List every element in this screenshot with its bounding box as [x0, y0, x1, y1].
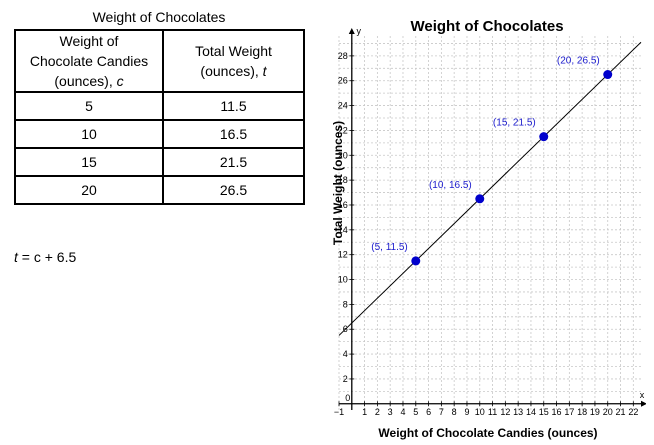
y-tick-label: 4	[343, 349, 348, 359]
chart-ticks: −112345678910111213141516171819202122246…	[334, 51, 638, 417]
x-tick-label: 6	[426, 407, 431, 417]
x-tick-label: 12	[500, 407, 510, 417]
data-point	[475, 194, 485, 204]
x-tick-label: 15	[539, 407, 549, 417]
equation-variable: t	[14, 249, 18, 265]
x-tick-label: 14	[526, 407, 536, 417]
x-tick-label: 22	[628, 407, 638, 417]
x-tick-label: 13	[513, 407, 523, 417]
cell-total-weight: 11.5	[162, 91, 305, 121]
x-axis-title: Weight of Chocolate Candies (ounces)	[378, 426, 597, 440]
x-tick-label: 16	[552, 407, 562, 417]
table-row: 10 16.5	[14, 119, 305, 149]
x-tick-label: 9	[464, 407, 469, 417]
header-total-var: t	[262, 63, 267, 79]
data-table: Weight of Chocolate Candies (ounces), c …	[14, 29, 305, 205]
header-candy-weight: Weight of Chocolate Candies (ounces), c	[14, 29, 164, 93]
x-axis-arrow	[641, 400, 646, 407]
chart-title: Weight of Chocolates	[410, 18, 563, 35]
y-tick-label: 16	[338, 200, 348, 210]
equation: t = c + 6.5	[14, 249, 76, 265]
y-tick-label: 18	[338, 175, 348, 185]
origin-label: 0	[345, 393, 350, 403]
data-label: (10, 16.5)	[429, 180, 472, 191]
x-tick-label: 2	[375, 407, 380, 417]
data-point	[539, 132, 549, 142]
x-tick-label: 5	[413, 407, 418, 417]
x-tick-label: 20	[603, 407, 613, 417]
header-total-line2: (ounces),	[200, 63, 263, 79]
y-tick-label: 12	[338, 250, 348, 260]
x-tick-label: 19	[590, 407, 600, 417]
x-tick-label: 11	[488, 407, 497, 417]
cell-candy-weight: 5	[14, 91, 164, 121]
x-tick-label: 18	[577, 407, 587, 417]
x-tick-label: 21	[616, 407, 626, 417]
trend-line	[338, 41, 642, 336]
table-header-row: Weight of Chocolate Candies (ounces), c …	[14, 29, 305, 93]
data-point	[603, 70, 613, 80]
table-row: 20 26.5	[14, 175, 305, 205]
y-tick-label: 20	[338, 150, 348, 160]
y-tick-label: 22	[338, 125, 348, 135]
y-tick-label: 8	[343, 299, 348, 309]
y-tick-label: 10	[338, 275, 348, 285]
chart: Weight of Chocolates xy0 −1 1 2 3 4 5 6 7 8 9 10 11…	[331, 18, 646, 440]
cell-candy-weight: 15	[14, 147, 164, 177]
data-label: (5, 11.5)	[371, 242, 408, 253]
data-label: (15, 21.5)	[493, 118, 536, 129]
x-tick-label: 8	[452, 407, 457, 417]
x-tick-label: 1	[362, 407, 367, 417]
x-axis-letter: x	[640, 390, 645, 400]
y-tick-label: 26	[338, 76, 348, 86]
equation-expression: = c + 6.5	[17, 249, 77, 265]
y-axis-arrow	[348, 28, 355, 34]
y-tick-label: 28	[338, 51, 348, 61]
table-row: 5 11.5	[14, 91, 305, 121]
header-candy-line1: Weight of	[59, 33, 119, 49]
cell-candy-weight: 20	[14, 175, 164, 205]
data-label: (20, 26.5)	[557, 56, 600, 67]
y-tick-label: 14	[338, 225, 348, 235]
chart-series: (5, 11.5) (10, 16.5) (15, 21.5) (20, 26.5)	[338, 41, 642, 336]
chart-grid	[338, 36, 641, 410]
x-tick-label: 3	[388, 407, 393, 417]
header-candy-line2: Chocolate Candies	[29, 53, 149, 69]
y-tick-label: 2	[343, 374, 348, 384]
table-row: 15 21.5	[14, 147, 305, 177]
header-total-line1: Total Weight	[195, 43, 272, 59]
cell-total-weight: 16.5	[162, 119, 305, 149]
data-point	[411, 256, 421, 266]
header-candy-var: c	[116, 73, 124, 89]
x-tick-label: 17	[564, 407, 574, 417]
x-tick-label: 4	[400, 407, 405, 417]
y-axis-title: Total Weight (ounces)	[331, 121, 345, 245]
y-axis-letter: y	[357, 26, 362, 36]
cell-total-weight: 26.5	[162, 175, 305, 205]
x-tick-label: 10	[475, 407, 485, 417]
cell-total-weight: 21.5	[162, 147, 305, 177]
header-candy-line3: (ounces),	[54, 73, 117, 89]
table-title: Weight of Chocolates	[92, 9, 226, 25]
y-tick-label: 24	[338, 101, 348, 111]
cell-candy-weight: 10	[14, 119, 164, 149]
header-total-weight: Total Weight (ounces), t	[162, 29, 305, 93]
x-tick-label: −1	[334, 407, 344, 417]
x-tick-label: 7	[439, 407, 444, 417]
